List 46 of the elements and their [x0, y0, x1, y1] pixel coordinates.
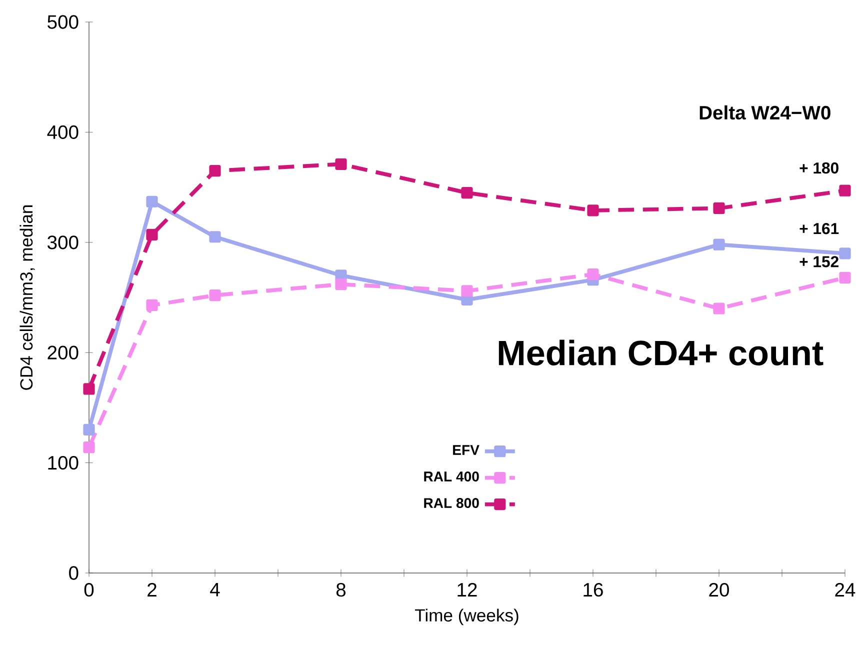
x-tick-label: 24	[835, 582, 856, 596]
annotation: + 161	[800, 223, 839, 234]
point	[209, 164, 221, 177]
annotation: Median CD4+ count	[498, 340, 824, 366]
legend-label: EFV	[453, 445, 480, 455]
point	[713, 202, 725, 214]
point	[209, 289, 221, 302]
point	[461, 187, 473, 199]
point	[587, 268, 599, 280]
annotation: + 152	[800, 256, 838, 268]
x-axis-title: Time (weeks)	[414, 608, 518, 626]
point	[209, 231, 221, 243]
y-tick-label: 0	[69, 566, 78, 580]
point	[839, 184, 851, 196]
point	[839, 272, 851, 284]
point	[146, 196, 158, 208]
x-tick-label: 4	[210, 582, 220, 596]
point	[713, 302, 725, 314]
annotation: + 180	[800, 162, 838, 174]
point	[587, 204, 599, 216]
point	[461, 285, 473, 297]
point	[83, 424, 95, 436]
y-tick-label: 300	[48, 236, 78, 250]
point	[335, 278, 347, 290]
point	[461, 294, 473, 306]
y-tick-label: 200	[48, 346, 78, 360]
y-axis-title: CD4 cells/mm3, median	[20, 205, 35, 390]
x-tick-label: 16	[584, 582, 603, 597]
point	[146, 228, 158, 240]
legend-label: RAL 800	[424, 498, 479, 508]
point	[83, 383, 95, 395]
x-tick-label: 20	[709, 582, 729, 597]
x-tick-label: 0	[84, 582, 94, 597]
point	[146, 299, 158, 312]
point	[713, 238, 725, 250]
y-tick-label: 500	[48, 15, 78, 29]
point	[839, 248, 851, 260]
x-tick-label: 8	[336, 582, 346, 597]
point	[83, 442, 95, 454]
x-tick-label: 2	[148, 582, 156, 596]
y-tick-label: 100	[48, 456, 78, 470]
legend-label: RAL 400	[424, 472, 479, 482]
y-tick-label: 400	[47, 125, 78, 140]
annotation: Delta W24−W0	[700, 105, 830, 120]
x-tick-label: 12	[458, 582, 477, 596]
point	[335, 158, 347, 170]
